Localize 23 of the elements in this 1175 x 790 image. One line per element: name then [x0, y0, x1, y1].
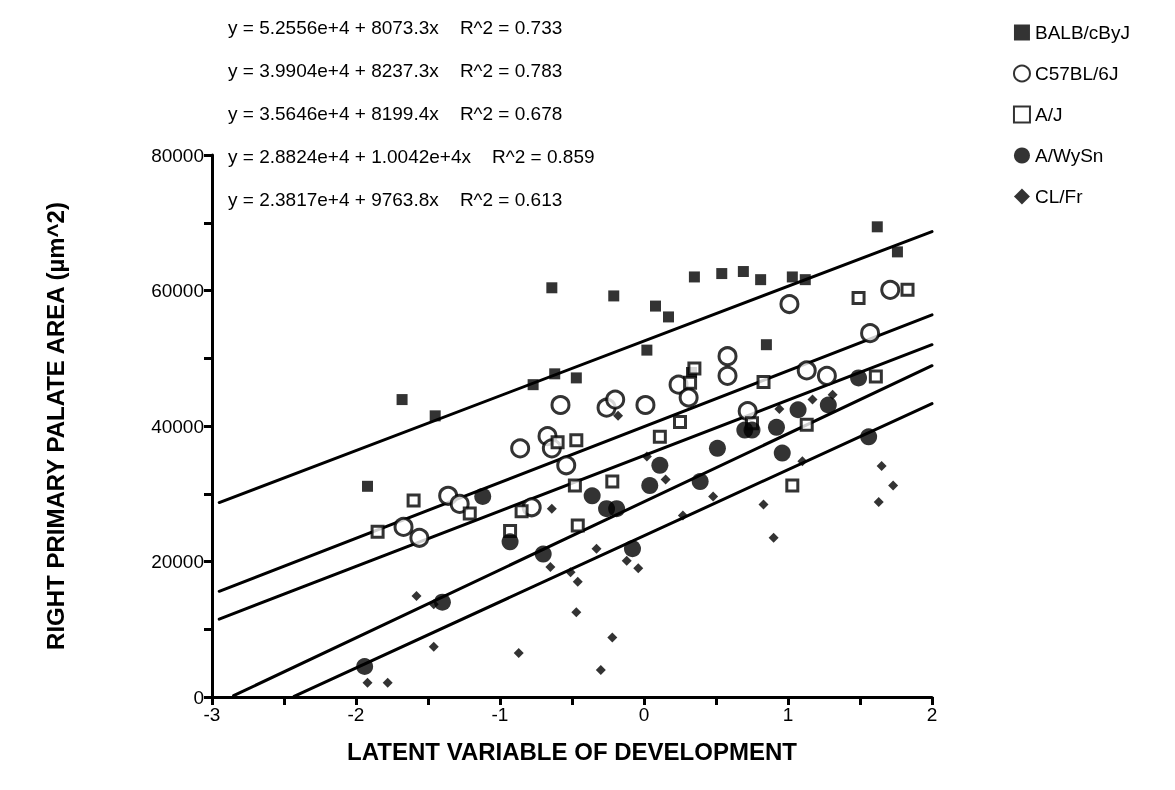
legend-label: C57BL/6J: [1034, 63, 1119, 84]
x-tick-label: 0: [638, 704, 650, 725]
annotation: y = 2.3817e+4 + 9763.8x R^2 = 0.613: [228, 189, 563, 210]
y-tick-label: 0: [193, 686, 204, 708]
legend-label: A/J: [1034, 104, 1063, 125]
annotation: y = 2.8824e+4 + 1.0042e+4x R^2 = 0.859: [228, 146, 595, 167]
x-axis-title: LATENT VARIABLE OF DEVELOPMENT: [347, 737, 798, 765]
x-tick-label: -2: [347, 704, 365, 725]
text: y = 5.2556e+4 + 8073.3x R^2 = 0.733: [228, 17, 563, 38]
text: y = 3.9904e+4 + 8237.3x R^2 = 0.783: [228, 60, 563, 81]
y-tick-label: 20000: [151, 551, 204, 572]
y-tick-label: 60000: [151, 280, 204, 301]
y-tick-label: 80000: [151, 144, 204, 166]
legend-label: BALB/cByJ: [1034, 22, 1131, 43]
x-tick-label: -1: [491, 704, 509, 725]
legend-label: CL/Fr: [1034, 186, 1084, 207]
x-tick-label: 1: [782, 704, 794, 725]
x-tick-label: 2: [926, 704, 938, 725]
text: y = 3.5646e+4 + 8199.4x R^2 = 0.678: [228, 103, 563, 124]
x-tick-label: -3: [203, 704, 221, 725]
legend-label: A/WySn: [1034, 145, 1104, 166]
y-tick-label: 40000: [151, 415, 204, 437]
y-axis-title: RIGHT PRIMARY PALATE AREA (µm^2): [41, 202, 69, 650]
